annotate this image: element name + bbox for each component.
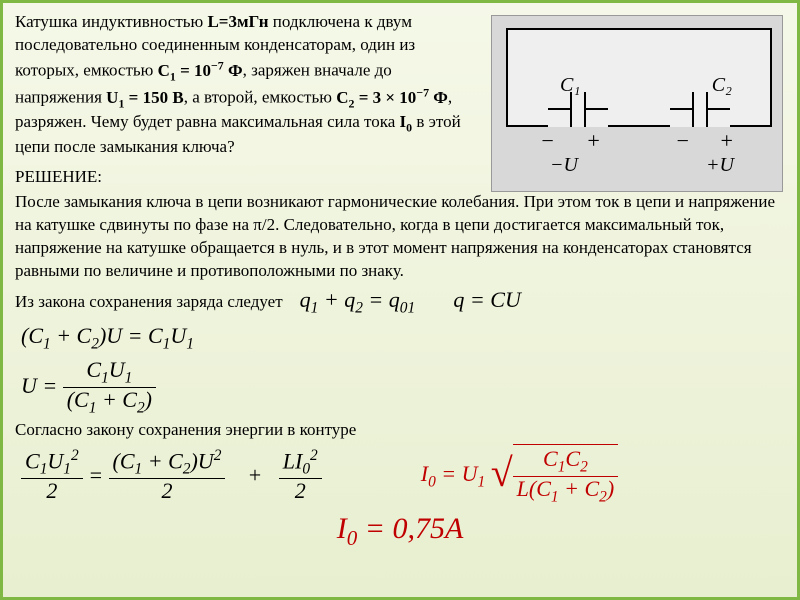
eq-u-solve: U = C1U1 (C1 + C2) [21,358,785,418]
label-c1: C₁ [560,74,580,97]
sign-minus-2: − [675,128,690,154]
label-plus-u: +U [706,154,734,177]
eq5-c-num: LI02 [279,448,322,480]
charge-conservation-line: Из закона сохранения заряда следует q1 +… [15,285,785,319]
eq5-plus: + [247,463,262,488]
solution-p2: Из закона сохранения заряда следует [15,292,283,311]
eq-i0-formula: I0 = U1 √ C1C2 L(C1 + C2) [421,461,618,486]
eq-q-cu: q = CU [453,287,520,312]
eq6-num: C1C2 [513,447,619,477]
final-answer: I0 = 0,75А [15,509,785,552]
solution-p3: Согласно закону сохранения энергии в кон… [15,419,785,442]
label-c2: C₂ [712,74,732,97]
eq-q-sum: q1 + q2 = q01 [300,287,416,312]
capacitor-c2 [670,97,730,127]
label-minus-u: −U [550,154,578,177]
capacitor-c1 [548,97,608,127]
eq4-num: C1U1 [63,358,156,388]
sign-plus-1: + [586,128,601,154]
eq5-c-den: 2 [279,479,322,503]
eq5-eq: = [88,463,103,488]
eq-cu-expand: (C1 + C2)U = C1U1 [21,321,785,355]
eq5-a-den: 2 [21,479,83,503]
circuit-rect [506,28,772,127]
sign-minus-1: − [540,128,555,154]
eq5-b-num: (C1 + C2)U2 [109,448,226,480]
eq6-den: L(C1 + C2) [513,477,619,506]
solution-block: РЕШЕНИЕ: После замыкания ключа в цепи во… [15,166,785,552]
energy-equation-line: C1U12 2 = (C1 + C2)U2 2 + LI02 2 I0 = U1… [21,444,785,507]
eq4-den: (C1 + C2) [63,388,156,417]
circuit-diagram: C₁ C₂ − + − + −U +U [491,15,783,192]
eq5-a-num: C1U12 [21,448,83,480]
sign-plus-2: + [719,128,734,154]
solution-p1: После замыкания ключа в цепи возникают г… [15,191,785,283]
eq5-b-den: 2 [109,479,226,503]
problem-text: Катушка индуктивностью L=3мГн подключена… [15,11,475,158]
